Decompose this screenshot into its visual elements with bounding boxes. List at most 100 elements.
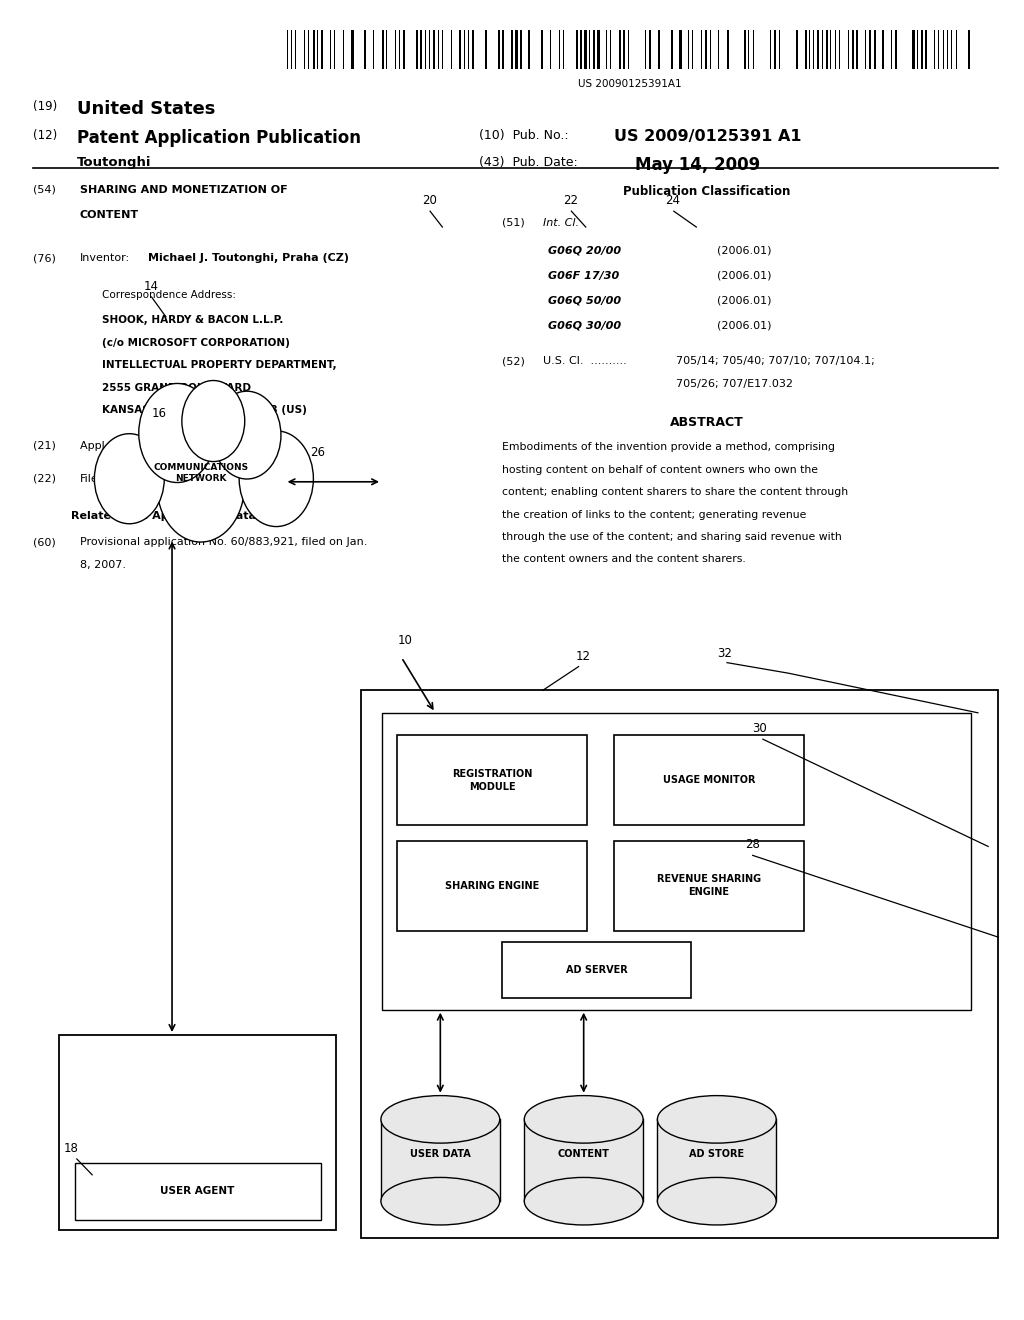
Text: (60): (60): [33, 537, 55, 548]
Text: 26: 26: [310, 446, 326, 459]
Bar: [597, 30, 599, 69]
Text: (51): (51): [502, 218, 524, 228]
Bar: [916, 30, 919, 69]
Bar: [628, 30, 629, 69]
Text: (22): (22): [33, 474, 55, 484]
Circle shape: [182, 380, 245, 462]
Text: (43)  Pub. Date:: (43) Pub. Date:: [479, 156, 578, 169]
Bar: [895, 30, 897, 69]
Bar: [437, 30, 439, 69]
Bar: [671, 30, 673, 69]
Text: CONTENT: CONTENT: [80, 210, 139, 220]
Text: Appl. No.:: Appl. No.:: [80, 441, 134, 451]
Text: (2006.01): (2006.01): [717, 271, 771, 281]
Bar: [710, 30, 711, 69]
Bar: [610, 30, 611, 69]
Text: (76): (76): [33, 253, 55, 264]
Bar: [969, 30, 970, 69]
Bar: [511, 30, 513, 69]
Bar: [692, 30, 693, 69]
Bar: [558, 30, 560, 69]
Bar: [852, 30, 854, 69]
Text: USER AGENT: USER AGENT: [161, 1187, 234, 1196]
Bar: [809, 30, 810, 69]
Bar: [312, 30, 314, 69]
Bar: [386, 30, 387, 69]
Text: May 14, 2009: May 14, 2009: [635, 156, 760, 174]
Text: hosting content on behalf of content owners who own the: hosting content on behalf of content own…: [502, 465, 818, 475]
Bar: [520, 30, 522, 69]
Text: Correspondence Address:: Correspondence Address:: [102, 290, 237, 301]
Text: United States: United States: [77, 100, 215, 119]
Text: 18: 18: [63, 1142, 79, 1155]
Text: the creation of links to the content; generating revenue: the creation of links to the content; ge…: [502, 510, 806, 520]
Text: (52): (52): [502, 356, 524, 367]
Bar: [498, 30, 500, 69]
Bar: [865, 30, 866, 69]
Bar: [399, 30, 400, 69]
Text: (2006.01): (2006.01): [717, 296, 771, 306]
Circle shape: [213, 391, 281, 479]
Bar: [381, 1119, 500, 1201]
Text: REVENUE SHARING
ENGINE: REVENUE SHARING ENGINE: [657, 874, 761, 898]
Text: 8, 2007.: 8, 2007.: [80, 560, 126, 570]
Ellipse shape: [381, 1177, 500, 1225]
Text: 2555 GRAND BOULEVARD: 2555 GRAND BOULEVARD: [102, 383, 252, 393]
Ellipse shape: [524, 1096, 643, 1143]
Bar: [581, 30, 583, 69]
Ellipse shape: [657, 1177, 776, 1225]
Text: USAGE MONITOR: USAGE MONITOR: [663, 775, 756, 785]
Text: SHARING ENGINE: SHARING ENGINE: [444, 880, 540, 891]
Text: 10: 10: [397, 634, 413, 647]
Circle shape: [157, 429, 245, 543]
Bar: [515, 30, 517, 69]
Text: ABSTRACT: ABSTRACT: [670, 416, 743, 429]
Text: 16: 16: [152, 407, 167, 420]
Bar: [550, 30, 551, 69]
Bar: [645, 30, 646, 69]
Bar: [524, 1119, 643, 1201]
Bar: [835, 30, 836, 69]
Bar: [657, 1119, 776, 1201]
Bar: [334, 30, 335, 69]
Circle shape: [94, 434, 164, 524]
Text: G06Q 50/00: G06Q 50/00: [548, 296, 621, 306]
Bar: [589, 30, 590, 69]
Text: Embodiments of the invention provide a method, comprising: Embodiments of the invention provide a m…: [502, 442, 835, 453]
Text: (c/o MICROSOFT CORPORATION): (c/o MICROSOFT CORPORATION): [102, 338, 290, 348]
Text: AD STORE: AD STORE: [689, 1148, 744, 1159]
Text: US 20090125391A1: US 20090125391A1: [578, 79, 682, 90]
Bar: [649, 30, 651, 69]
Bar: [856, 30, 858, 69]
Bar: [912, 30, 914, 69]
Bar: [585, 30, 587, 69]
Ellipse shape: [524, 1177, 643, 1225]
Bar: [394, 30, 395, 69]
Ellipse shape: [657, 1096, 776, 1143]
Bar: [869, 30, 871, 69]
Bar: [951, 30, 952, 69]
Text: through the use of the content; and sharing said revenue with: through the use of the content; and shar…: [502, 532, 842, 543]
Bar: [442, 30, 443, 69]
Text: SHARING AND MONETIZATION OF: SHARING AND MONETIZATION OF: [80, 185, 288, 195]
Circle shape: [240, 430, 313, 527]
Bar: [753, 30, 754, 69]
Text: Michael J. Toutonghi, Praha (CZ): Michael J. Toutonghi, Praha (CZ): [148, 253, 349, 264]
Text: Inventor:: Inventor:: [80, 253, 130, 264]
Bar: [830, 30, 831, 69]
Bar: [542, 30, 543, 69]
Text: AD SERVER: AD SERVER: [565, 965, 628, 975]
Text: 22: 22: [563, 194, 579, 207]
Bar: [706, 30, 707, 69]
Text: 20: 20: [422, 194, 437, 207]
Bar: [468, 30, 469, 69]
Bar: [657, 30, 659, 69]
Text: SHOOK, HARDY & BACON L.L.P.: SHOOK, HARDY & BACON L.L.P.: [102, 315, 284, 326]
Bar: [373, 30, 375, 69]
Bar: [425, 30, 426, 69]
Bar: [304, 30, 305, 69]
Bar: [934, 30, 935, 69]
Bar: [921, 30, 924, 69]
Text: Int. Cl.: Int. Cl.: [543, 218, 579, 228]
Bar: [679, 30, 682, 69]
